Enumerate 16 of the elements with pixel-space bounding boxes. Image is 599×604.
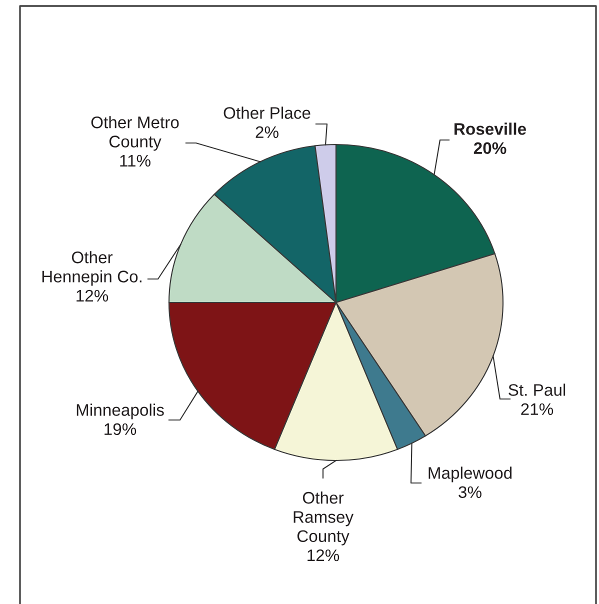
slice-label: Other Hennepin Co.: [42, 251, 142, 286]
data-label: 19%: [104, 423, 136, 436]
slice-label: Maplewood: [428, 466, 512, 482]
slice-label: St. Paul: [508, 384, 566, 396]
slice-label: Roseville: [454, 122, 526, 135]
slice-label: Other Place: [224, 106, 310, 119]
data-label: 12%: [76, 290, 108, 302]
slice-label: Other Ramsey County: [294, 491, 354, 546]
data-label: 2%: [256, 126, 278, 138]
slice-label: Other Metro County: [91, 116, 179, 151]
slice-label: Minneapolis: [76, 404, 164, 420]
data-label: 11%: [120, 154, 150, 167]
data-label: 3%: [458, 486, 482, 498]
data-label: 12%: [308, 549, 340, 562]
data-label: 21%: [521, 403, 554, 415]
data-label: 20%: [474, 142, 506, 154]
